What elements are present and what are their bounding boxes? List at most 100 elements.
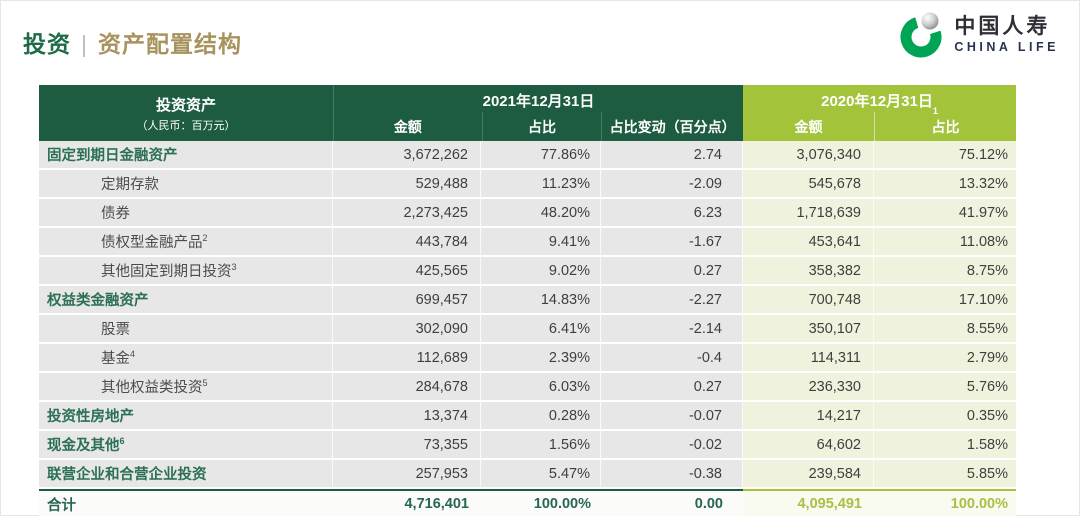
row-amount-2020: 3,076,340	[743, 141, 874, 170]
table-row: 其他固定到期日投资3 425,565 9.02% 0.27 358,382 8.…	[39, 257, 1016, 286]
row-label: 定期存款	[39, 170, 333, 199]
row-share-2020: 8.55%	[874, 315, 1016, 344]
row-share-2021: 48.20%	[481, 199, 601, 228]
row-share-2020: 5.76%	[874, 373, 1016, 402]
logo-text-cn: 中国人寿	[954, 15, 1051, 39]
header-col-amount-2021: 金额	[393, 118, 422, 135]
row-share-2021: 0.28%	[481, 402, 601, 431]
table-body: 固定到期日金融资产 3,672,262 77.86% 2.74 3,076,34…	[39, 141, 1016, 489]
row-amount-2021: 73,355	[333, 431, 481, 460]
row-amount-2020: 64,602	[743, 431, 874, 460]
row-label: 其他固定到期日投资3	[39, 257, 333, 286]
table-row: 基金4 112,689 2.39% -0.4 114,311 2.79%	[39, 344, 1016, 373]
row-change: -2.27	[601, 286, 743, 315]
row-amount-2020: 14,217	[743, 402, 874, 431]
row-change: -0.38	[601, 460, 743, 489]
logo-text-en: CHINA LIFE	[954, 39, 1059, 54]
row-share-2021: 1.56%	[481, 431, 601, 460]
table-row: 权益类金融资产 699,457 14.83% -2.27 700,748 17.…	[39, 286, 1016, 315]
table-row: 定期存款 529,488 11.23% -2.09 545,678 13.32%	[39, 170, 1016, 199]
header-col-share-2021: 占比	[481, 112, 602, 141]
row-amount-2021: 257,953	[333, 460, 481, 489]
row-label: 权益类金融资产	[39, 286, 333, 315]
top-bar: 投资 | 资产配置结构 中国人寿 CHINA LIFE	[23, 12, 1059, 65]
row-amount-2021: 443,784	[333, 228, 481, 257]
row-share-2020: 13.32%	[874, 170, 1016, 199]
logo-text: 中国人寿 CHINA LIFE	[954, 15, 1059, 54]
row-share-2020: 5.85%	[874, 460, 1016, 489]
row-share-2021: 2.39%	[481, 344, 601, 373]
row-amount-2020: 453,641	[743, 228, 874, 257]
row-label: 投资性房地产	[39, 402, 333, 431]
row-amount-2020: 350,107	[743, 315, 874, 344]
row-share-2021: 9.41%	[481, 228, 601, 257]
row-change: 2.74	[601, 141, 743, 170]
table-row: 投资性房地产 13,374 0.28% -0.07 14,217 0.35%	[39, 402, 1016, 431]
row-label: 债权型金融产品2	[39, 228, 333, 257]
row-change: 6.23	[601, 199, 743, 228]
row-share-2020: 0.35%	[874, 402, 1016, 431]
row-amount-2021: 302,090	[333, 315, 481, 344]
row-amount-2021: 425,565	[333, 257, 481, 286]
row-share-2020: 41.97%	[874, 199, 1016, 228]
row-change: -1.67	[601, 228, 743, 257]
row-share-2021: 5.47%	[481, 460, 601, 489]
total-share-2020: 100.00%	[874, 489, 1016, 516]
header-col-amount-2020: 金额	[794, 118, 823, 135]
row-share-2021: 6.41%	[481, 315, 601, 344]
row-amount-2020: 114,311	[743, 344, 874, 373]
row-share-2020: 75.12%	[874, 141, 1016, 170]
row-amount-2020: 1,718,639	[743, 199, 874, 228]
total-label: 合计	[39, 489, 333, 516]
row-amount-2021: 112,689	[333, 344, 481, 373]
title-section: 投资	[23, 31, 71, 57]
row-label: 联营企业和合营企业投资	[39, 460, 333, 489]
row-share-2021: 9.02%	[481, 257, 601, 286]
row-amount-2020: 358,382	[743, 257, 874, 286]
row-share-2020: 1.58%	[874, 431, 1016, 460]
header-asset-label: 投资资产	[155, 96, 216, 114]
header-col-share-2020: 占比	[874, 112, 1016, 141]
row-amount-2021: 3,672,262	[333, 141, 481, 170]
row-change: -2.14	[601, 315, 743, 344]
row-share-2021: 11.23%	[481, 170, 601, 199]
row-label: 其他权益类投资5	[39, 373, 333, 402]
header-group-2021: 2021年12月31日 金额 占比 占比变动（百分点）	[333, 85, 743, 141]
header-period-2021: 2021年12月31日	[482, 93, 595, 110]
table-row: 其他权益类投资5 284,678 6.03% 0.27 236,330 5.76…	[39, 373, 1016, 402]
row-label: 债券	[39, 199, 333, 228]
asset-allocation-table: 投资资产 （人民币：百万元） 2021年12月31日 金额 占比 占比变动（百分…	[39, 85, 1016, 516]
row-label: 固定到期日金融资产	[39, 141, 333, 170]
table-row: 股票 302,090 6.41% -2.14 350,107 8.55%	[39, 315, 1016, 344]
total-row: 合计 4,716,401 100.00% 0.00 4,095,491 100.…	[39, 489, 1016, 516]
row-amount-2020: 545,678	[743, 170, 874, 199]
row-share-2020: 11.08%	[874, 228, 1016, 257]
header-group-2020: 2020年12月31日 1 金额 占比	[743, 85, 1016, 141]
table-row: 联营企业和合营企业投资 257,953 5.47% -0.38 239,584 …	[39, 460, 1016, 489]
row-change: -0.02	[601, 431, 743, 460]
total-amount-2021: 4,716,401	[333, 489, 481, 516]
table-row: 现金及其他6 73,355 1.56% -0.02 64,602 1.58%	[39, 431, 1016, 460]
row-change: 0.27	[601, 257, 743, 286]
row-amount-2020: 239,584	[743, 460, 874, 489]
row-label: 现金及其他6	[39, 431, 333, 460]
table-row: 债券 2,273,425 48.20% 6.23 1,718,639 41.97…	[39, 199, 1016, 228]
table-header: 投资资产 （人民币：百万元） 2021年12月31日 金额 占比 占比变动（百分…	[39, 85, 1016, 141]
row-change: 0.27	[601, 373, 743, 402]
header-asset-unit: （人民币：百万元）	[136, 119, 236, 132]
row-amount-2021: 699,457	[333, 286, 481, 315]
table-row: 固定到期日金融资产 3,672,262 77.86% 2.74 3,076,34…	[39, 141, 1016, 170]
row-amount-2021: 529,488	[333, 170, 481, 199]
row-change: -0.4	[601, 344, 743, 373]
row-label: 基金4	[39, 344, 333, 373]
row-share-2021: 77.86%	[481, 141, 601, 170]
row-label: 股票	[39, 315, 333, 344]
title-divider: |	[81, 31, 88, 57]
china-life-logo: 中国人寿 CHINA LIFE	[897, 11, 1059, 59]
row-share-2020: 2.79%	[874, 344, 1016, 373]
row-change: -2.09	[601, 170, 743, 199]
row-share-2020: 17.10%	[874, 286, 1016, 315]
row-amount-2021: 13,374	[333, 402, 481, 431]
row-amount-2021: 2,273,425	[333, 199, 481, 228]
